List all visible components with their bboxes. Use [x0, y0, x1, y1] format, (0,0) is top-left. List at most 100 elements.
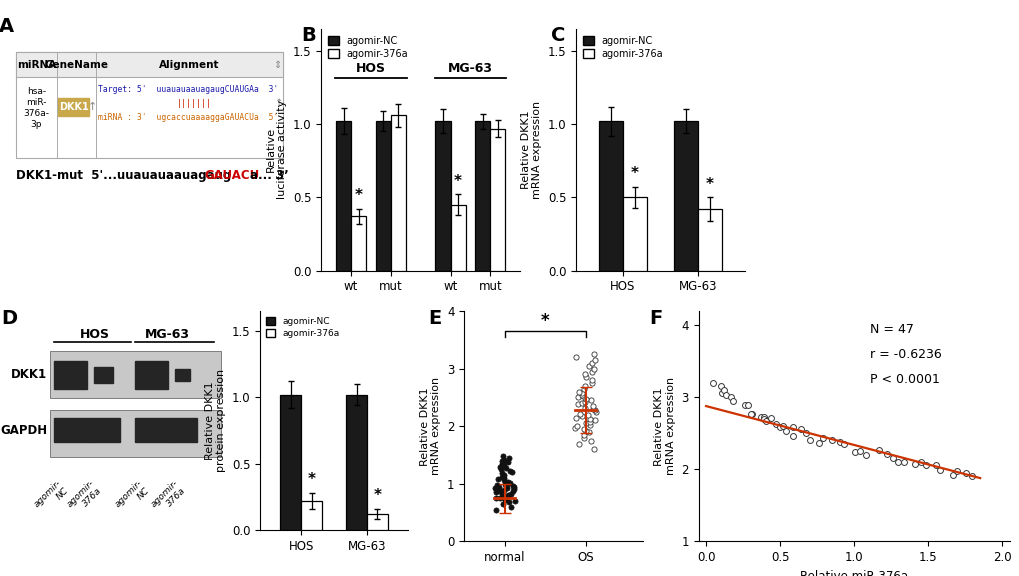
- Point: [495, 476, 512, 485]
- Point: [574, 392, 590, 401]
- Point: [581, 361, 597, 370]
- Point: [836, 439, 852, 449]
- Bar: [435, 121, 450, 271]
- Y-axis label: Relative DKK1
protein expression: Relative DKK1 protein expression: [205, 369, 226, 472]
- Text: *: *: [453, 173, 462, 188]
- Point: [832, 438, 848, 447]
- Point: [578, 373, 594, 382]
- Bar: [490, 128, 505, 271]
- Point: [576, 430, 592, 439]
- Text: hsa-
miR-
376a-
3p: hsa- miR- 376a- 3p: [23, 87, 49, 129]
- Bar: [623, 198, 646, 271]
- Point: [570, 400, 586, 409]
- Text: DKK1: DKK1: [59, 103, 89, 112]
- Text: miRNA : 3'  ugcaccuaaaaggaGAUACUa  5': miRNA : 3' ugcaccuaaaaggaGAUACUa 5': [98, 113, 278, 123]
- Point: [494, 499, 511, 509]
- Point: [715, 385, 732, 395]
- Bar: [15, 52, 282, 158]
- Point: [582, 420, 598, 430]
- Bar: [599, 121, 623, 271]
- Point: [499, 477, 516, 486]
- Point: [497, 495, 514, 505]
- Text: HOS: HOS: [356, 62, 385, 75]
- Point: [755, 414, 771, 423]
- Point: [895, 458, 911, 467]
- Point: [573, 399, 589, 408]
- Point: [501, 478, 518, 487]
- Point: [944, 470, 960, 479]
- Point: [743, 410, 759, 419]
- Point: [740, 400, 756, 409]
- Bar: [58, 98, 89, 116]
- Point: [704, 378, 720, 388]
- Point: [502, 502, 519, 511]
- Text: Target: 5'  uuauauaauagaugCUAUGAa  3': Target: 5' uuauauaauagaugCUAUGAa 3': [98, 85, 278, 93]
- Text: *: *: [631, 166, 638, 181]
- Point: [851, 446, 867, 455]
- Point: [490, 482, 506, 491]
- Point: [752, 412, 768, 422]
- Point: [576, 384, 592, 393]
- Point: [577, 397, 593, 407]
- Point: [496, 479, 513, 488]
- Point: [499, 457, 516, 467]
- Point: [585, 364, 601, 373]
- Bar: [174, 369, 190, 381]
- Point: [493, 456, 510, 465]
- Legend: agomir-NC, agomir-376a: agomir-NC, agomir-376a: [264, 316, 341, 340]
- Point: [810, 439, 826, 448]
- Y-axis label: Relative DKK1
mRNA expression: Relative DKK1 mRNA expression: [653, 377, 676, 475]
- Point: [963, 472, 979, 481]
- Legend: agomir-NC, agomir-376a: agomir-NC, agomir-376a: [581, 33, 664, 60]
- Text: P < 0.0001: P < 0.0001: [869, 373, 938, 386]
- Point: [494, 452, 511, 461]
- Bar: [674, 121, 697, 271]
- Bar: [367, 514, 387, 530]
- Text: *: *: [308, 472, 315, 487]
- Point: [581, 417, 597, 426]
- Point: [586, 355, 602, 365]
- Point: [577, 370, 593, 379]
- Point: [870, 446, 887, 455]
- Bar: [50, 351, 220, 399]
- X-axis label: Relative miR-376a
expression: Relative miR-376a expression: [799, 570, 908, 576]
- Bar: [390, 115, 406, 271]
- Point: [567, 423, 583, 433]
- Point: [912, 457, 928, 467]
- Bar: [54, 361, 87, 389]
- Bar: [136, 361, 168, 389]
- Point: [583, 367, 599, 376]
- Text: GeneName: GeneName: [44, 60, 108, 70]
- Text: agomir-
376a: agomir- 376a: [65, 479, 103, 517]
- Point: [767, 419, 784, 429]
- Point: [576, 425, 592, 434]
- Point: [490, 486, 506, 495]
- Text: agomir-
NC: agomir- NC: [113, 479, 152, 517]
- Point: [797, 428, 813, 437]
- Point: [948, 467, 964, 476]
- Point: [580, 427, 596, 437]
- Bar: [345, 395, 367, 530]
- Point: [884, 453, 901, 463]
- Point: [877, 449, 894, 458]
- Bar: [375, 121, 390, 271]
- Point: [586, 445, 602, 454]
- Text: |||||||: |||||||: [176, 99, 212, 108]
- Point: [846, 447, 862, 456]
- Point: [587, 407, 603, 416]
- Text: DKK1: DKK1: [11, 368, 48, 381]
- Point: [492, 465, 508, 474]
- Point: [725, 397, 741, 406]
- Point: [569, 422, 585, 431]
- Point: [757, 416, 773, 426]
- Point: [487, 494, 503, 503]
- Text: *: *: [355, 188, 363, 203]
- Text: agomir-
376a: agomir- 376a: [150, 479, 187, 517]
- Bar: [351, 217, 366, 271]
- Point: [584, 401, 600, 411]
- Bar: [475, 121, 490, 271]
- Point: [957, 468, 973, 478]
- Point: [504, 481, 521, 490]
- Bar: [15, 52, 282, 77]
- Point: [578, 419, 594, 428]
